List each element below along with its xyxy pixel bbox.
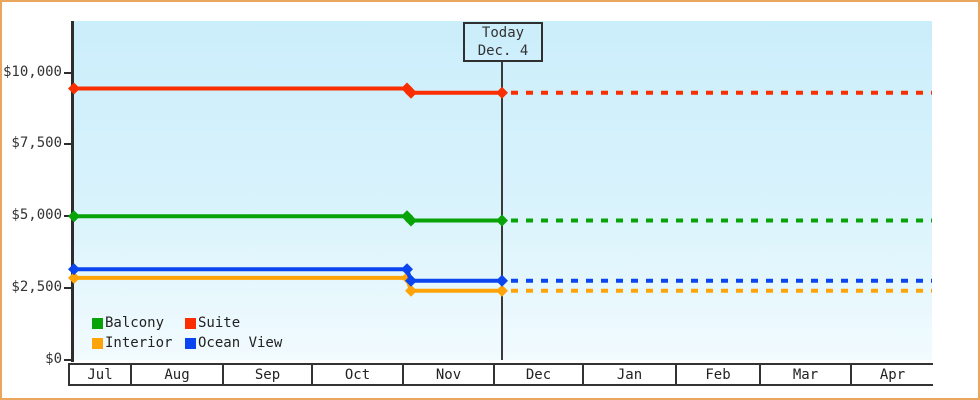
marker-diamond-suite — [496, 86, 508, 99]
marker-diamond-suite — [68, 82, 80, 95]
legend-swatch-suite — [185, 317, 196, 329]
legend-label: Suite — [198, 315, 241, 331]
y-axis-line — [71, 21, 74, 362]
legend: Balcony Suite Interior Ocean View — [92, 313, 282, 353]
today-label-box: Today Dec. 4 — [463, 22, 543, 62]
plot-area — [74, 21, 932, 360]
marker-diamond-balcony — [405, 214, 417, 227]
month-cell-apr: Apr — [850, 365, 933, 384]
marker-diamond-balcony — [68, 210, 80, 223]
marker-diamond-balcony — [496, 214, 508, 227]
marker-diamond-interior — [68, 271, 80, 284]
month-cell-jan: Jan — [582, 365, 675, 384]
y-tick — [64, 215, 72, 218]
legend-swatch-ocean-view — [185, 337, 196, 349]
legend-label: Balcony — [105, 315, 165, 331]
month-cell-feb: Feb — [675, 365, 759, 384]
y-tick — [64, 286, 72, 289]
y-tick — [64, 358, 72, 361]
y-tick — [64, 71, 72, 74]
series-line-balcony — [74, 214, 502, 223]
legend-swatch-balcony — [92, 317, 103, 329]
y-tick-label: $7,500 — [11, 135, 62, 152]
marker-diamond-interior — [405, 284, 417, 297]
y-tick-label: $5,000 — [11, 207, 62, 224]
legend-item-balcony: Balcony — [92, 315, 185, 331]
marker-diamond-interior — [496, 284, 508, 297]
legend-label: Interior — [105, 335, 173, 351]
legend-label: Ocean View — [198, 335, 283, 351]
today-label: Today — [481, 25, 525, 41]
marker-diamond-ocean-view — [405, 274, 417, 287]
month-cell-oct: Oct — [311, 365, 402, 384]
marker-diamond-ocean-view — [401, 263, 413, 276]
legend-row: Interior Ocean View — [92, 333, 282, 353]
y-tick-label: $10,000 — [2, 63, 62, 80]
legend-item-ocean-view: Ocean View — [185, 335, 282, 351]
today-vertical-line — [501, 60, 503, 360]
legend-item-suite: Suite — [185, 315, 240, 331]
month-cell-mar: Mar — [759, 365, 850, 384]
y-tick-label: $2,500 — [11, 278, 62, 295]
marker-diamond-ocean-view — [68, 263, 80, 276]
legend-row: Balcony Suite — [92, 313, 282, 333]
month-cell-aug: Aug — [130, 365, 222, 384]
month-cell-jul: Jul — [68, 365, 130, 384]
marker-diamond-suite — [405, 86, 417, 99]
series-line-ocean-view — [74, 267, 502, 283]
month-cell-nov: Nov — [402, 365, 493, 384]
y-tick — [64, 143, 72, 146]
month-cell-dec: Dec — [493, 365, 582, 384]
marker-diamond-ocean-view — [496, 274, 508, 287]
legend-swatch-interior — [92, 337, 103, 349]
today-date-label: Dec. 4 — [477, 43, 529, 59]
y-tick-label: $0 — [45, 350, 62, 367]
x-axis-month-strip: Jul Aug Sep Oct Nov Dec Jan Feb Mar Apr — [68, 363, 933, 386]
legend-item-interior: Interior — [92, 335, 185, 351]
month-cell-sep: Sep — [222, 365, 311, 384]
series-line-suite — [74, 86, 502, 95]
